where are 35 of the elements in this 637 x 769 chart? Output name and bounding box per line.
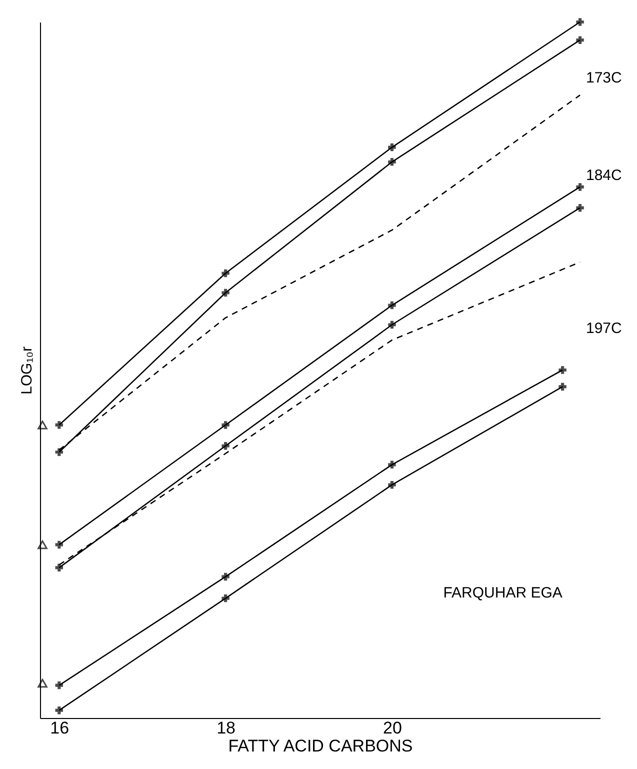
x-tick-label: 20: [383, 718, 402, 738]
point: [38, 678, 48, 688]
point: [55, 706, 64, 714]
point: [38, 420, 48, 430]
point: [388, 158, 396, 166]
x-axis-title: FATTY ACID CARBONS: [228, 736, 413, 756]
y-axis-title: LOG₁₀r: [18, 346, 36, 394]
point: [222, 269, 230, 278]
annotation: 173C: [586, 70, 622, 87]
point: [222, 421, 230, 429]
x-tick-label: 16: [50, 718, 70, 738]
point: [388, 143, 396, 152]
point: [38, 540, 48, 550]
point: [222, 288, 230, 297]
point: [222, 594, 230, 602]
annotation: FARQUHAR EGA: [443, 584, 562, 602]
point: [388, 320, 396, 329]
point: [558, 382, 566, 391]
annotation: 197C: [586, 320, 622, 338]
point: [576, 18, 584, 26]
point: [388, 460, 396, 469]
point: [576, 36, 584, 44]
point: [55, 564, 64, 572]
point: [388, 301, 396, 310]
point: [388, 480, 396, 489]
annotation: 184C: [586, 167, 622, 184]
point: [55, 540, 64, 549]
point: [576, 204, 584, 212]
x-tick-label: 18: [216, 718, 236, 738]
point: [558, 366, 566, 374]
point: [576, 183, 584, 191]
point: [222, 572, 230, 581]
point: [55, 681, 64, 690]
point: [55, 421, 64, 429]
point: [222, 442, 230, 450]
